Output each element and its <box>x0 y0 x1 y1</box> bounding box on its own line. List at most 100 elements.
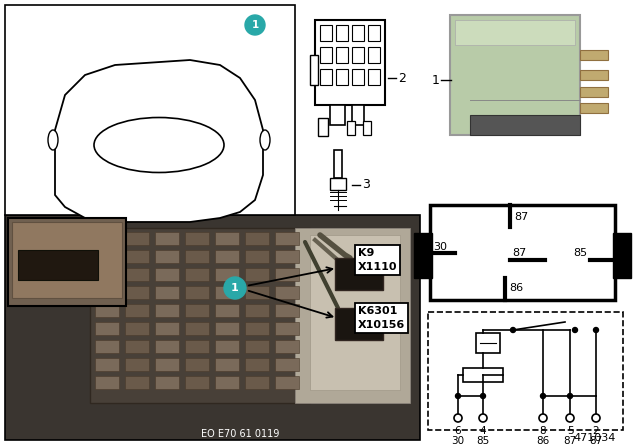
Bar <box>414 233 432 278</box>
Text: 87: 87 <box>512 248 526 258</box>
Text: 1: 1 <box>432 73 440 86</box>
Bar <box>352 69 364 85</box>
Bar <box>245 304 269 317</box>
Bar <box>275 250 299 263</box>
Bar <box>155 250 179 263</box>
Bar <box>334 150 342 178</box>
Bar <box>155 232 179 245</box>
Bar <box>428 312 623 430</box>
Bar <box>215 322 239 335</box>
Bar <box>185 304 209 317</box>
Bar <box>310 55 318 85</box>
Bar <box>335 258 383 290</box>
Bar <box>125 304 149 317</box>
Text: 87: 87 <box>589 436 603 446</box>
Bar <box>155 268 179 281</box>
Bar <box>580 50 608 60</box>
Bar <box>12 222 122 298</box>
Bar <box>185 232 209 245</box>
Bar <box>430 205 615 300</box>
Bar <box>185 358 209 371</box>
Bar <box>275 376 299 389</box>
Bar <box>335 308 383 340</box>
Bar <box>320 69 332 85</box>
Circle shape <box>573 327 577 332</box>
Bar <box>125 340 149 353</box>
Bar <box>5 5 295 215</box>
Bar <box>275 268 299 281</box>
Bar <box>95 376 119 389</box>
Bar <box>336 69 348 85</box>
Ellipse shape <box>260 130 270 150</box>
Bar <box>155 322 179 335</box>
Circle shape <box>539 414 547 422</box>
Bar <box>245 322 269 335</box>
Text: 87: 87 <box>514 212 528 222</box>
Text: 30: 30 <box>451 436 465 446</box>
Bar <box>18 250 98 280</box>
Circle shape <box>454 414 462 422</box>
Bar <box>275 340 299 353</box>
Bar <box>245 358 269 371</box>
Bar <box>245 376 269 389</box>
Bar <box>185 322 209 335</box>
Text: 2: 2 <box>398 72 406 85</box>
Bar <box>125 322 149 335</box>
Bar <box>185 286 209 299</box>
Bar <box>368 47 380 63</box>
Bar <box>155 340 179 353</box>
Circle shape <box>568 393 573 399</box>
Bar <box>155 304 179 317</box>
Bar <box>95 268 119 281</box>
Bar <box>185 340 209 353</box>
Bar <box>275 304 299 317</box>
Bar <box>215 376 239 389</box>
Bar <box>310 235 400 390</box>
Text: 8: 8 <box>540 426 547 436</box>
Bar <box>125 232 149 245</box>
Circle shape <box>481 393 486 399</box>
Bar <box>185 250 209 263</box>
Bar <box>215 232 239 245</box>
Bar <box>95 340 119 353</box>
Bar <box>330 105 345 125</box>
Bar <box>215 286 239 299</box>
Text: 87: 87 <box>563 436 577 446</box>
Bar <box>580 103 608 113</box>
Bar <box>336 25 348 41</box>
Text: 2: 2 <box>593 426 599 436</box>
Bar <box>318 118 328 136</box>
Text: 6: 6 <box>454 426 461 436</box>
Bar <box>5 215 420 440</box>
Text: 471034: 471034 <box>574 433 616 443</box>
Bar <box>185 268 209 281</box>
Bar <box>125 376 149 389</box>
Bar <box>245 268 269 281</box>
Bar <box>275 232 299 245</box>
Bar <box>8 218 126 306</box>
Bar <box>155 286 179 299</box>
Bar <box>125 358 149 371</box>
Bar <box>245 250 269 263</box>
Text: 1: 1 <box>231 283 239 293</box>
Bar <box>470 115 580 135</box>
Bar <box>450 15 580 135</box>
Bar <box>90 228 310 403</box>
Bar <box>125 250 149 263</box>
Bar <box>95 322 119 335</box>
Bar <box>95 250 119 263</box>
Bar <box>275 358 299 371</box>
Bar <box>476 333 500 353</box>
Bar <box>295 228 410 403</box>
Circle shape <box>592 414 600 422</box>
Bar <box>155 376 179 389</box>
Text: 30: 30 <box>433 242 447 252</box>
Circle shape <box>511 327 515 332</box>
Bar <box>125 286 149 299</box>
Text: 1: 1 <box>252 20 259 30</box>
Polygon shape <box>55 60 263 222</box>
Text: 85: 85 <box>476 436 490 446</box>
Bar <box>275 322 299 335</box>
Circle shape <box>541 393 545 399</box>
Bar <box>320 47 332 63</box>
